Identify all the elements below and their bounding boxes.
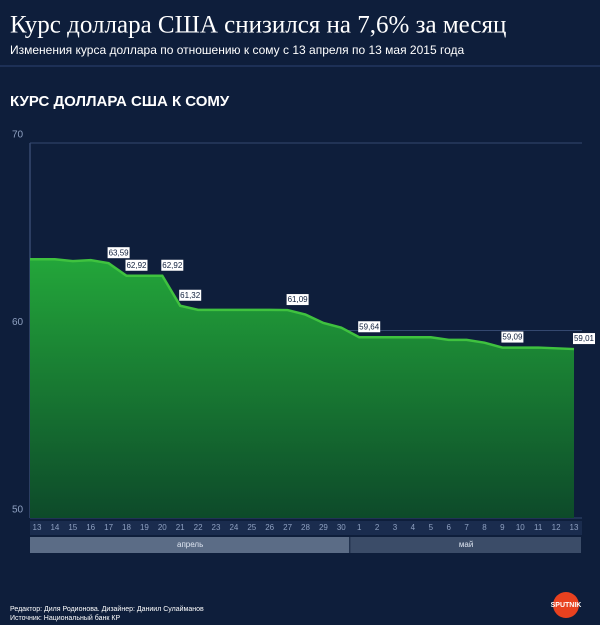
- value-label: 61,32: [180, 291, 201, 300]
- x-tick-label: 4: [411, 523, 416, 532]
- x-tick-label: 25: [247, 523, 256, 532]
- x-tick-label: 28: [301, 523, 310, 532]
- value-label: 59,01: [574, 334, 595, 343]
- line: [30, 258, 575, 351]
- x-tick-label: 3: [393, 523, 398, 532]
- month-bar: [350, 537, 581, 553]
- value-label-box: [501, 331, 524, 343]
- x-tick-label: 29: [319, 523, 328, 532]
- value-label-box: [573, 333, 595, 345]
- value-label-box: [161, 259, 184, 271]
- x-tick-label: 16: [86, 523, 95, 532]
- month-bar: [30, 537, 350, 553]
- x-tick-label: 26: [265, 523, 274, 532]
- value-label-box: [358, 321, 381, 333]
- value-label: 62,92: [126, 261, 147, 270]
- x-tick-label: 24: [229, 523, 238, 532]
- subtitle: Изменения курса доллара по отношению к с…: [10, 43, 464, 57]
- x-tick-label: 11: [534, 523, 543, 532]
- x-tick-label: 18: [122, 523, 131, 532]
- x-tick-label: 17: [104, 523, 113, 532]
- value-label: 61,09: [288, 295, 309, 304]
- month-label: май: [459, 540, 473, 549]
- month-label: апрель: [177, 540, 203, 549]
- value-label: 63,59: [109, 248, 130, 257]
- x-tick-label: 8: [482, 523, 487, 532]
- x-tick-label: 19: [140, 523, 149, 532]
- x-tick-label: 15: [68, 523, 77, 532]
- y-tick-label: 60: [12, 317, 24, 328]
- title: Курс доллара США снизился на 7,6% за мес…: [10, 12, 506, 39]
- source: Источник: Национальный банк КР: [10, 614, 120, 622]
- value-label-box: [107, 247, 130, 259]
- x-tick-label: 13: [570, 523, 579, 532]
- value-label-box: [179, 289, 202, 301]
- x-tick-label: 6: [446, 523, 451, 532]
- x-tick-label: 7: [464, 523, 469, 532]
- value-label: 59,64: [359, 322, 380, 331]
- logo-mark: [553, 592, 579, 618]
- axis-band: [30, 521, 582, 535]
- credits: Редактор: Диля Родионова. Дизайнер: Дани…: [10, 605, 204, 613]
- x-tick-label: 27: [283, 523, 292, 532]
- x-tick-label: 30: [337, 523, 346, 532]
- x-tick-label: 23: [212, 523, 221, 532]
- x-tick-label: 2: [375, 523, 380, 532]
- value-label: 59,09: [502, 333, 523, 342]
- x-tick-label: 20: [158, 523, 167, 532]
- x-tick-label: 14: [50, 523, 59, 532]
- x-tick-label: 9: [500, 523, 505, 532]
- chart-title: КУРС ДОЛЛАРА США К СОМУ: [10, 93, 230, 110]
- x-tick-label: 12: [552, 523, 561, 532]
- x-tick-label: 21: [176, 523, 185, 532]
- x-tick-label: 10: [516, 523, 525, 532]
- value-label: 62,92: [162, 261, 183, 270]
- x-tick-label: 1: [357, 523, 362, 532]
- x-tick-label: 5: [429, 523, 434, 532]
- y-tick-label: 50: [12, 505, 24, 516]
- logo: SPUTNIK: [551, 602, 582, 609]
- value-label-box: [125, 259, 148, 271]
- value-label-box: [286, 294, 309, 306]
- area: [30, 259, 574, 518]
- y-tick-label: 70: [12, 130, 24, 141]
- x-tick-label: 22: [194, 523, 203, 532]
- x-tick-label: 13: [33, 523, 42, 532]
